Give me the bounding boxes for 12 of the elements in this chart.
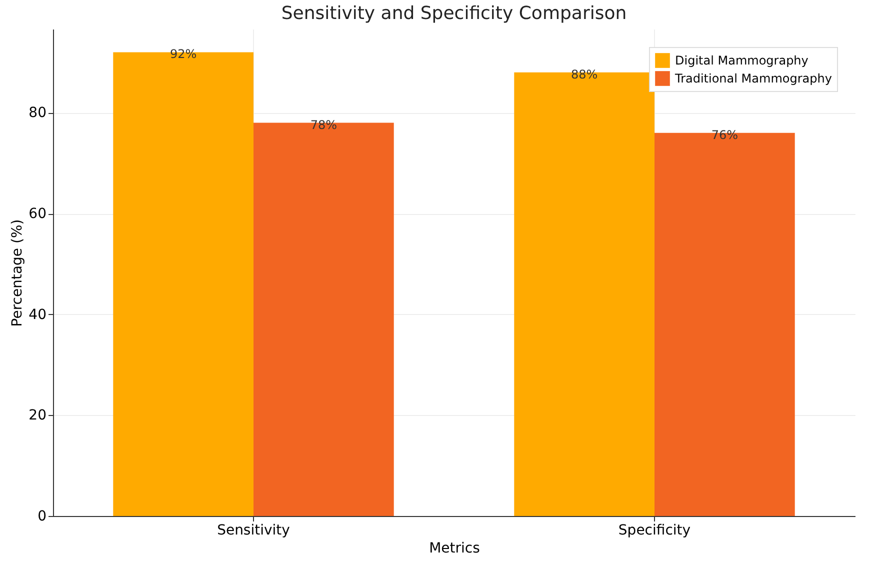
y-tick-label: 20 (28, 408, 46, 424)
x-tick-label: Specificity (618, 522, 691, 538)
x-axis-title: Metrics (429, 540, 480, 556)
y-tick-label: 40 (28, 306, 46, 323)
x-tick-label: Sensitivity (217, 522, 290, 538)
y-tick-label: 0 (38, 508, 46, 524)
legend-label: Digital Mammography (675, 54, 808, 68)
y-tick-label: 60 (28, 206, 46, 222)
y-tick-label: 80 (28, 105, 46, 122)
chart-title: Sensitivity and Specificity Comparison (281, 3, 627, 24)
y-axis-title: Percentage (%) (10, 219, 26, 327)
legend-label: Traditional Mammography (674, 72, 832, 86)
